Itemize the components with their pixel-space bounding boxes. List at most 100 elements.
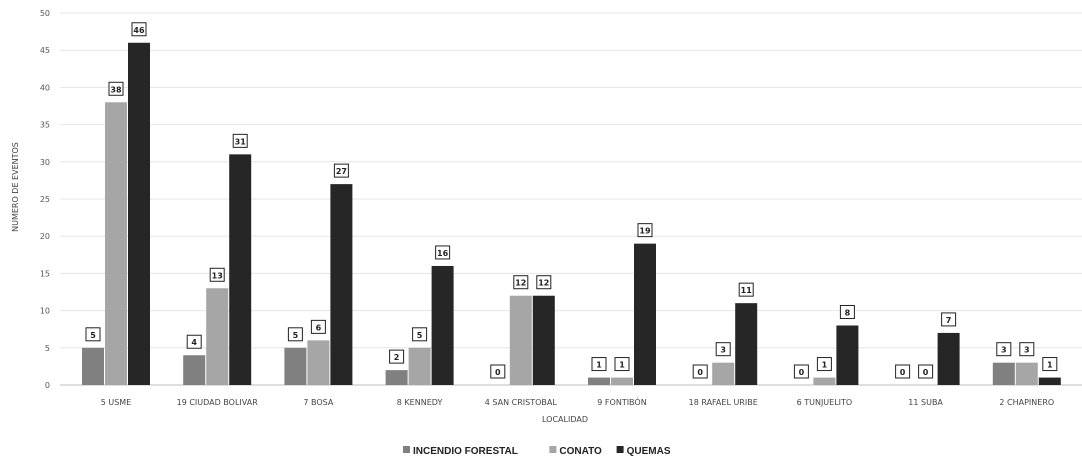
bar — [1038, 377, 1061, 385]
legend-label: QUEMAS — [627, 446, 671, 457]
bar — [634, 243, 656, 385]
x-axis-title: LOCALIDAD — [542, 415, 588, 424]
data-label-text: 5 — [293, 331, 299, 340]
data-label-text: 3 — [1001, 346, 1007, 355]
data-label-text: 19 — [639, 227, 651, 236]
data-label-text: 0 — [495, 368, 501, 377]
bar — [588, 377, 610, 385]
data-label-box — [186, 334, 202, 349]
y-tick-label: 20 — [40, 232, 50, 241]
data-label-box — [209, 267, 225, 282]
data-label-box — [490, 364, 506, 379]
data-label: 1 — [816, 357, 832, 372]
data-label: 13 — [209, 267, 225, 282]
data-label-text: 0 — [923, 368, 929, 377]
x-category-label: 9 FONTIBÓN — [597, 396, 646, 407]
x-category-label: 2 CHAPINERO — [999, 398, 1054, 407]
data-label-text: 6 — [316, 323, 322, 332]
bar — [128, 42, 150, 385]
data-label-text: 3 — [720, 346, 726, 355]
data-label: 8 — [839, 304, 855, 319]
data-label-text: 0 — [900, 368, 906, 377]
data-label-text: 31 — [235, 137, 247, 146]
y-axis-title: NUMERO DE EVENTOS — [11, 142, 20, 232]
data-label-box — [1042, 357, 1058, 372]
data-label: 46 — [131, 22, 147, 37]
x-category-label: 18 RAFAEL URIBE — [689, 398, 758, 407]
data-label-box — [287, 327, 303, 342]
data-label-text: 38 — [110, 85, 122, 94]
y-tick-label: 15 — [40, 269, 50, 278]
data-label-box — [108, 81, 124, 96]
x-category-label: 19 CIUDAD BOLIVAR — [177, 398, 259, 407]
bar — [937, 332, 960, 385]
data-label-text: 7 — [946, 316, 952, 325]
data-label-box — [941, 312, 957, 327]
x-category-label: 5 USME — [101, 398, 132, 407]
data-label: 19 — [637, 223, 653, 238]
data-label: 1 — [591, 357, 607, 372]
data-label-box — [310, 319, 326, 334]
bar — [532, 295, 555, 385]
data-label-box — [536, 275, 552, 290]
data-label: 6 — [310, 319, 326, 334]
x-category-label: 8 KENNEDY — [397, 398, 443, 407]
data-label-box — [232, 133, 248, 148]
x-category-label: 4 SAN CRISTOBAL — [485, 398, 558, 407]
bar — [284, 347, 307, 385]
data-label-box — [692, 364, 708, 379]
data-label: 0 — [692, 364, 708, 379]
data-label-box — [793, 364, 809, 379]
y-tick-label: 40 — [40, 83, 50, 92]
data-label: 3 — [996, 342, 1012, 357]
y-tick-label: 35 — [40, 121, 50, 130]
data-label: 12 — [513, 275, 529, 290]
data-label-text: 3 — [1024, 346, 1030, 355]
bar — [509, 295, 532, 385]
legend-label: CONATO — [559, 446, 602, 457]
bar — [408, 347, 431, 385]
bar — [82, 347, 104, 385]
data-label-text: 8 — [845, 308, 851, 317]
legend-label: INCENDIO FORESTAL — [413, 446, 518, 457]
bar — [611, 377, 633, 385]
data-label-text: 5 — [417, 331, 423, 340]
data-label-box — [131, 22, 147, 37]
data-label: 7 — [941, 312, 957, 327]
data-label: 5 — [85, 327, 101, 342]
data-label-box — [715, 342, 731, 357]
data-label-box — [389, 349, 405, 364]
data-label: 31 — [232, 133, 248, 148]
data-label: 5 — [412, 327, 428, 342]
y-tick-label: 25 — [40, 195, 50, 204]
data-label-text: 12 — [538, 279, 549, 288]
x-axis-categories: 5 USME 19 CIUDAD BOLIVAR 7 BOSA 8 KENNEDY 4 … — [101, 396, 1054, 407]
data-label: 1 — [614, 357, 630, 372]
data-label-text: 16 — [437, 249, 449, 258]
bar — [712, 362, 735, 385]
data-label-text: 0 — [697, 368, 703, 377]
bar — [183, 355, 206, 385]
data-label: 0 — [918, 364, 934, 379]
data-label: 4 — [186, 334, 202, 349]
y-axis-ticks: 0 5 10 15 20 25 30 35 40 45 50 — [40, 9, 50, 390]
data-label-box — [895, 364, 911, 379]
data-label-text: 12 — [515, 279, 526, 288]
data-label-text: 1 — [619, 361, 625, 370]
data-label-text: 13 — [212, 271, 223, 280]
data-label-box — [614, 357, 630, 372]
data-label-box — [918, 364, 934, 379]
data-label-box — [435, 245, 451, 260]
x-category-label: 6 TUNJUELITO — [797, 398, 853, 407]
bar — [385, 370, 408, 385]
bar — [206, 288, 229, 385]
data-label-box — [738, 282, 754, 297]
data-label: 12 — [536, 275, 552, 290]
legend-swatch — [616, 446, 624, 453]
data-label-box — [333, 163, 349, 178]
bar — [431, 265, 454, 385]
bar — [992, 362, 1015, 385]
legend-swatch — [403, 446, 410, 453]
bar — [735, 303, 758, 385]
